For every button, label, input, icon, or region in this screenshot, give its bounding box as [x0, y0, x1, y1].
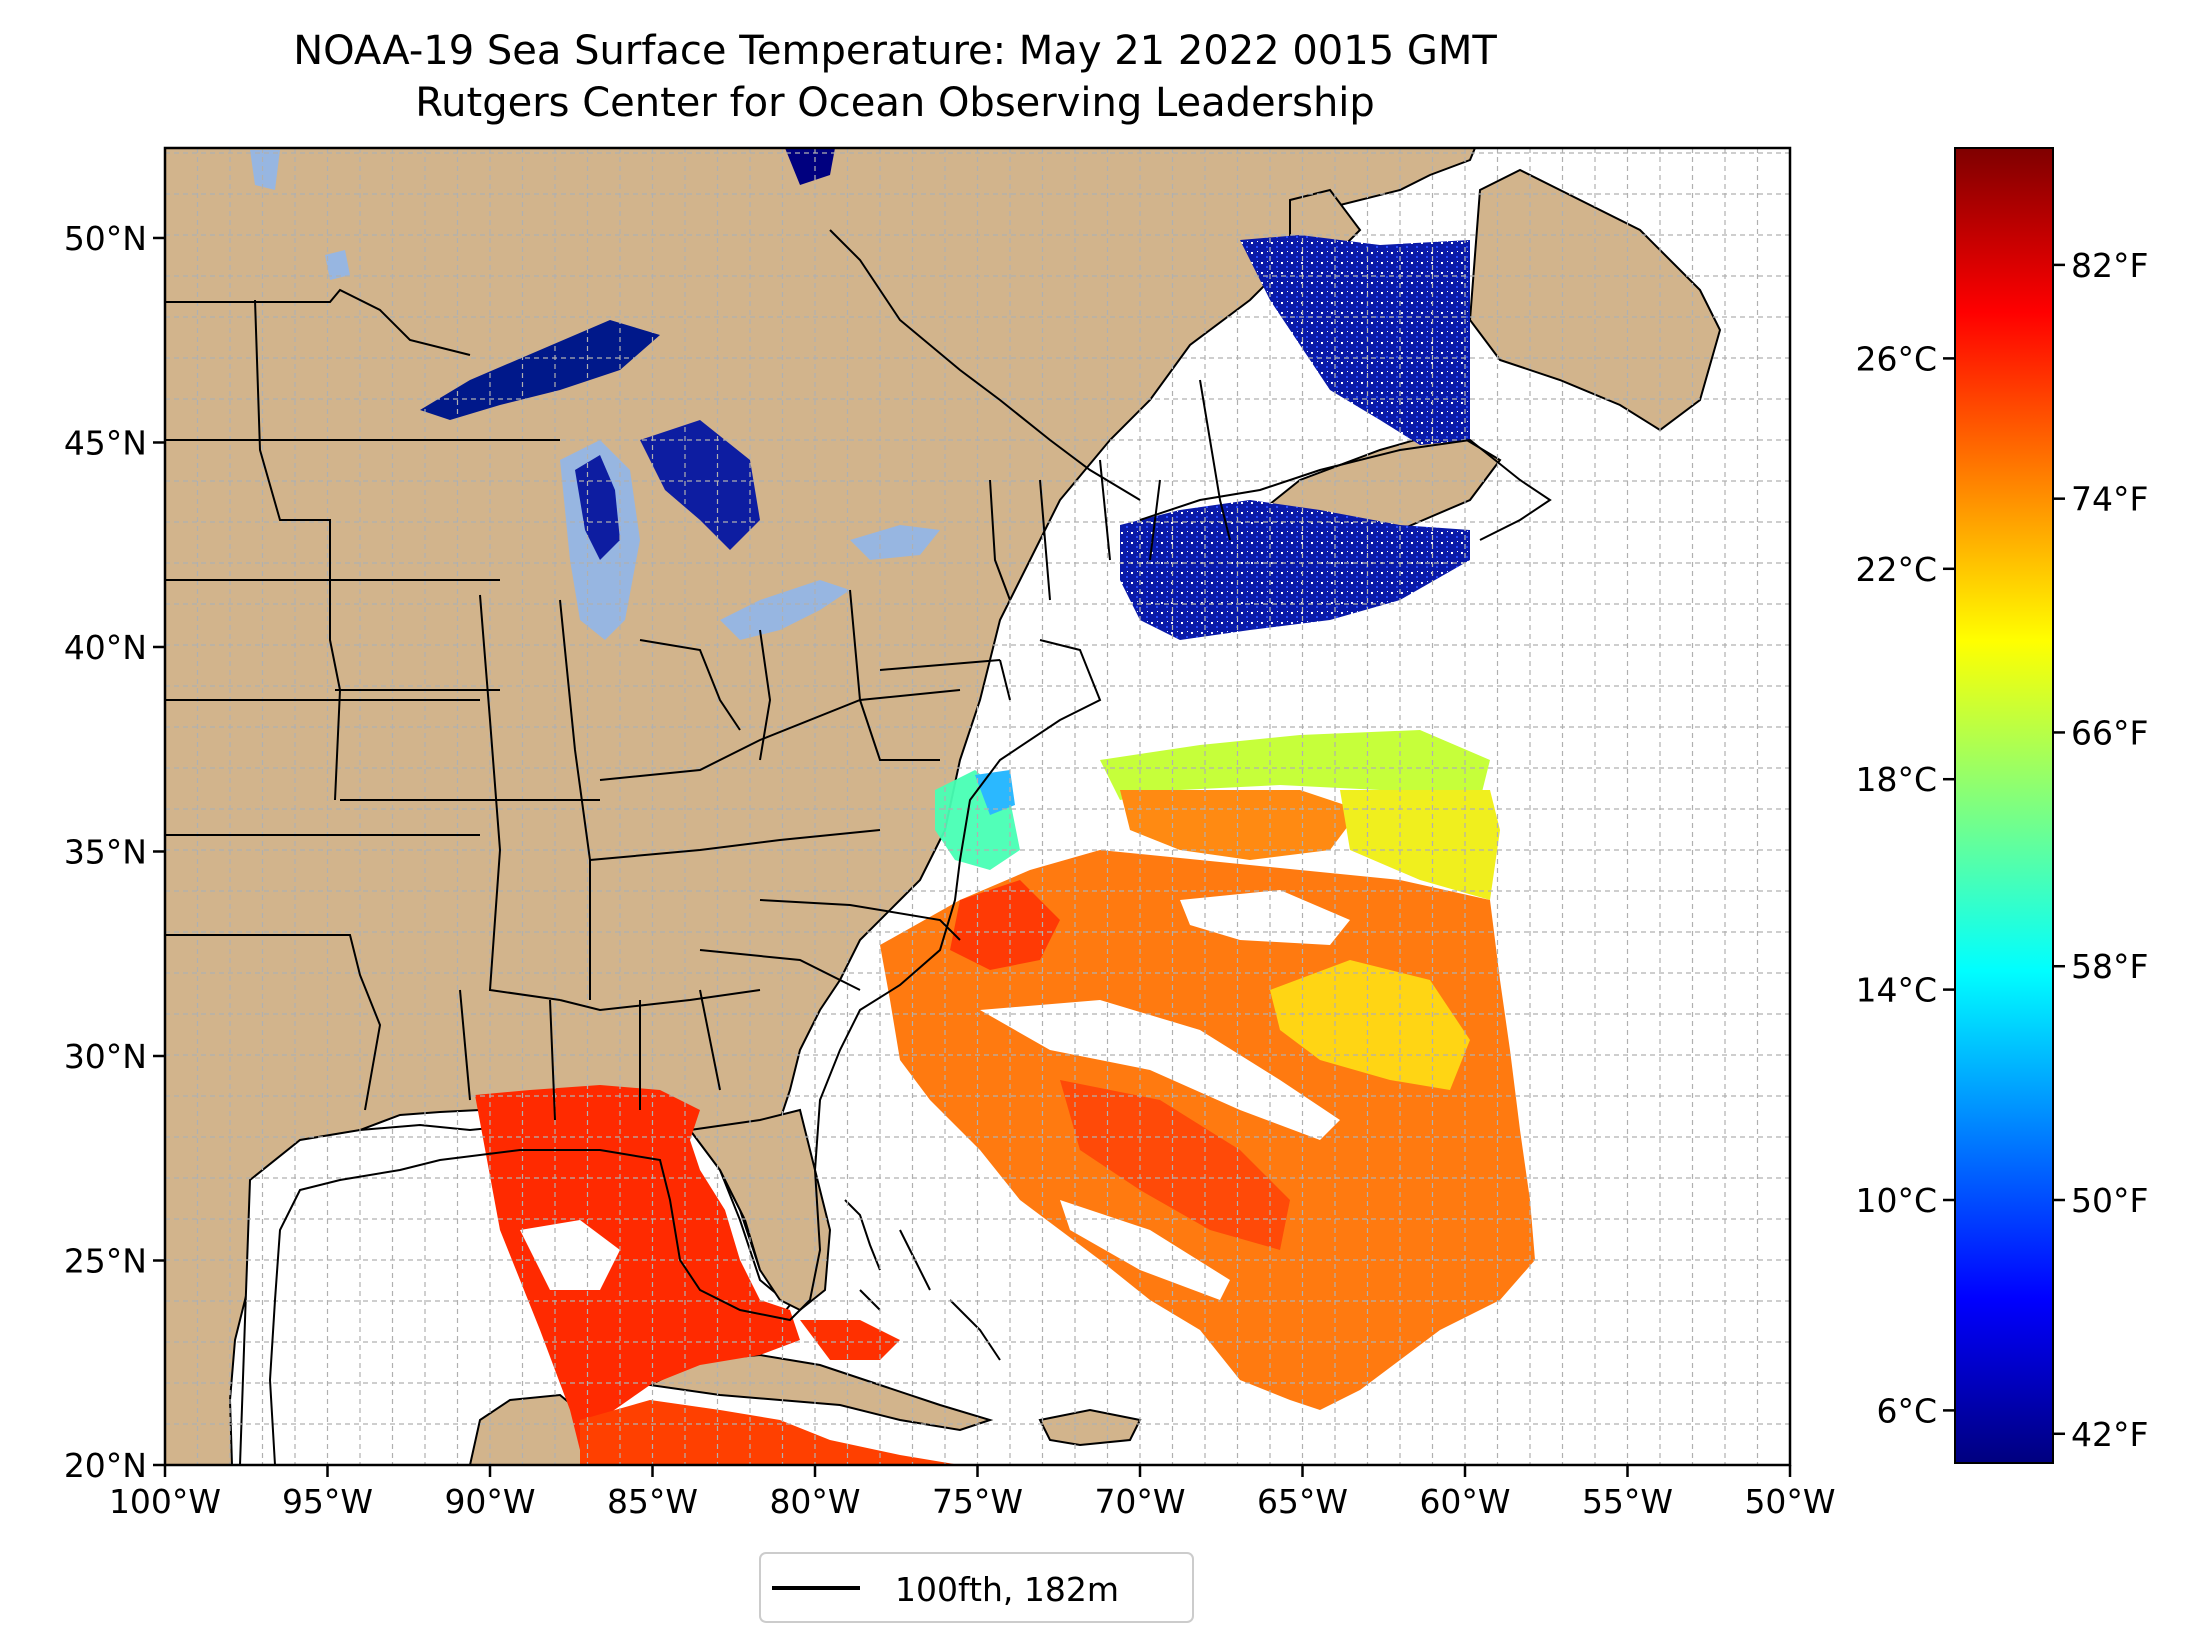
colorbar-celsius-label: 18°C [1855, 760, 1937, 799]
isobath-100fth [268, 639, 1102, 1465]
legend: 100fth, 182m [759, 1552, 1194, 1623]
lon-tick-label: 70°W [1094, 1482, 1185, 1521]
lon-tick-label: 80°W [769, 1482, 860, 1521]
colorbar-fahrenheit-label: 42°F [2071, 1415, 2148, 1454]
lat-tick-label: 20°N [64, 1446, 147, 1485]
sst-gulf-of-maine [1120, 500, 1470, 640]
sst-offshore-north [1100, 730, 1490, 800]
lon-tick-label: 90°W [444, 1482, 535, 1521]
colorbar-celsius-label: 14°C [1855, 971, 1937, 1010]
colorbar: 6°C 10°C 14°C 18°C 22°C 26°C 42°F 50°F 58°F 66°F… [1855, 147, 2148, 1464]
colorbar-celsius-axis: 6°C 10°C 14°C 18°C 22°C 26°C [1855, 339, 1955, 1430]
lat-tick-label: 25°N [64, 1241, 147, 1280]
lake-erie [720, 580, 850, 640]
lat-tick-label: 30°N [64, 1037, 147, 1076]
lon-axis: 100°W 95°W 90°W 85°W 80°W 75°W 70°W 65°W 60°W 55°… [109, 1465, 1836, 1521]
colorbar-fahrenheit-label: 58°F [2071, 947, 2148, 986]
lat-tick-label: 50°N [64, 219, 147, 258]
sst-cloud-streak-2 [1180, 890, 1350, 945]
colorbar-fahrenheit-label: 74°F [2071, 480, 2148, 519]
lat-gridlines [165, 152, 1790, 1425]
lat-tick-label: 40°N [64, 628, 147, 667]
sst-offshore-orange [1120, 790, 1360, 860]
lon-tick-label: 60°W [1419, 1482, 1510, 1521]
borders [165, 229, 1231, 1121]
legend-label: 100fth, 182m [895, 1570, 1119, 1609]
sst-cloud-streak-3 [1060, 1200, 1230, 1300]
sst-red-band-2 [1060, 1080, 1290, 1250]
colorbar-celsius-label: 6°C [1876, 1391, 1937, 1430]
sst-red-band [950, 880, 1060, 970]
lon-tick-label: 75°W [932, 1482, 1023, 1521]
colorbar-fahrenheit-axis: 42°F 50°F 58°F 66°F 74°F 82°F [2053, 246, 2148, 1454]
map-area [165, 148, 1790, 1465]
lon-tick-label: 85°W [607, 1482, 698, 1521]
lon-tick-label: 55°W [1582, 1482, 1673, 1521]
lat-tick-label: 35°N [64, 832, 147, 871]
colorbar-celsius-label: 22°C [1855, 550, 1937, 589]
lon-tick-label: 100°W [109, 1482, 221, 1521]
lake-winnipeg-area [250, 150, 350, 280]
sst-offshore-yellow-east [1340, 790, 1500, 900]
chart-subtitle: Rutgers Center for Ocean Observing Leade… [415, 80, 1375, 126]
colorbar-celsius-label: 26°C [1855, 339, 1937, 378]
sst-gulf-swath [475, 1085, 800, 1450]
sst-caribbean-south [580, 1400, 960, 1465]
lake-superior [420, 320, 660, 420]
isobath-100fth-north [1139, 438, 1552, 541]
lon-tick-label: 95°W [282, 1482, 373, 1521]
sst-gulf-cloud [520, 1220, 620, 1290]
lon-tick-label: 65°W [1257, 1482, 1348, 1521]
lake-ontario [850, 525, 940, 560]
lake-huron [640, 420, 760, 550]
lon-tick-label: 50°W [1744, 1482, 1835, 1521]
lat-tick-label: 45°N [64, 423, 147, 462]
colorbar-rect [1954, 147, 2054, 1464]
chart-title: NOAA-19 Sea Surface Temperature: May 21 … [293, 28, 1497, 74]
land-newfoundland [1468, 168, 1722, 432]
colorbar-celsius-label: 10°C [1855, 1181, 1937, 1220]
lat-axis: 20°N 25°N 30°N 35°N 40°N 45°N 50°N [64, 219, 165, 1485]
sst-gulf-st-lawrence [1240, 235, 1470, 445]
lake-nipigon [785, 148, 835, 185]
colorbar-fahrenheit-label: 82°F [2071, 246, 2148, 285]
colorbar-fahrenheit-label: 66°F [2071, 713, 2148, 752]
land-hispaniola [1038, 1408, 1142, 1447]
sst-yellow-patch [1270, 960, 1470, 1090]
sst-caribbean-north [800, 1320, 900, 1360]
sst-cloud-streak-1 [980, 1000, 1340, 1140]
lon-gridlines [196, 148, 1759, 1465]
land-yucatan [468, 1393, 602, 1465]
legend-box [759, 1552, 1194, 1623]
colorbar-fahrenheit-label: 50°F [2071, 1181, 2148, 1220]
